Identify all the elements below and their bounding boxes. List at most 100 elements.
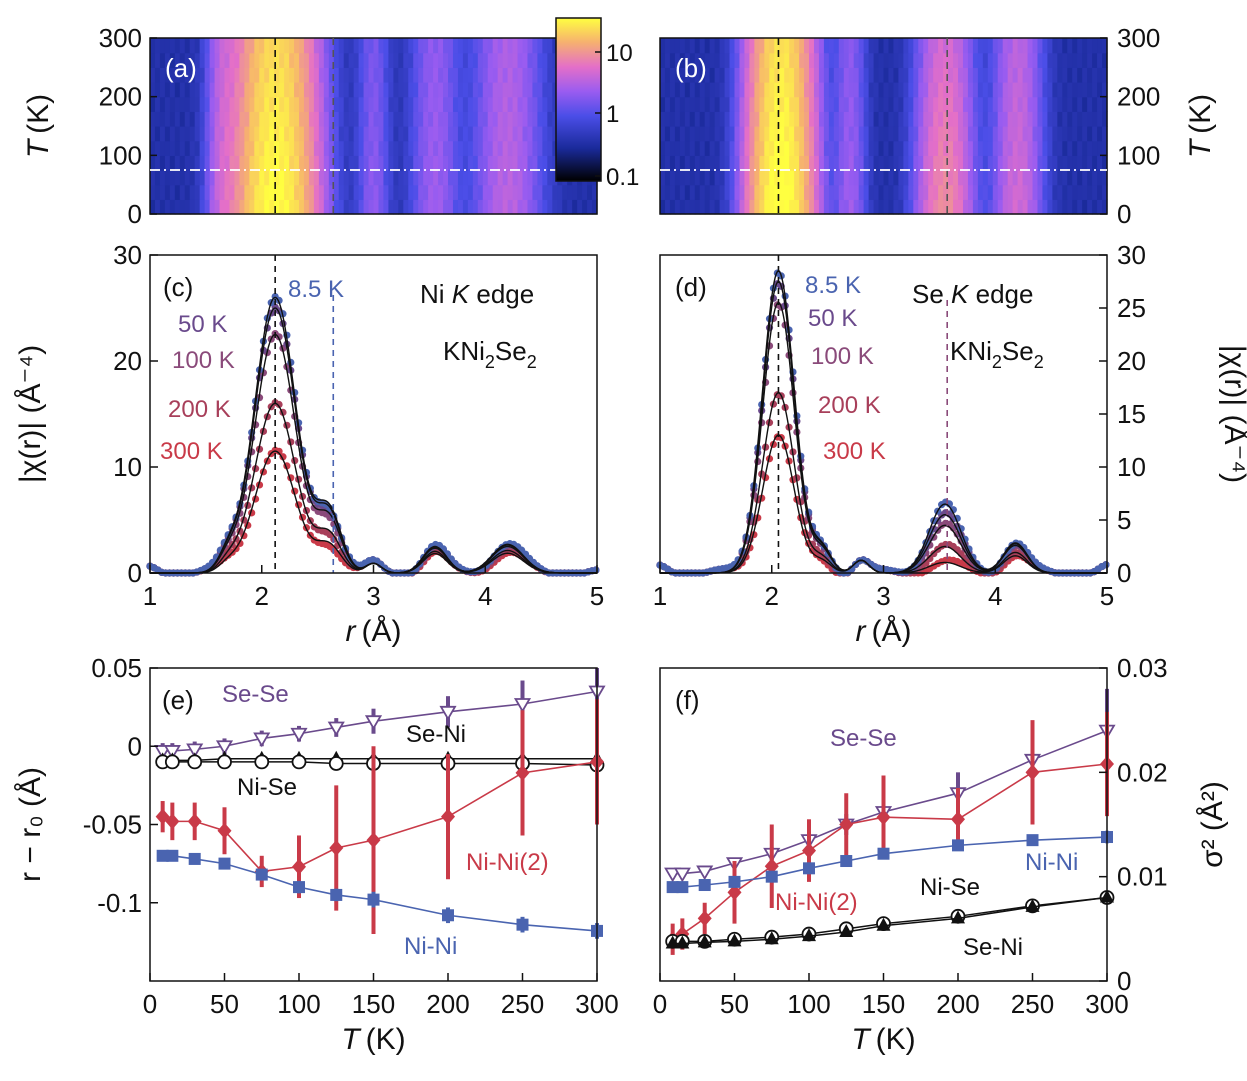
edge-label-d-edge: edge: [976, 279, 1034, 309]
heatmap-b-cell: [918, 82, 924, 98]
heatmap-b-cell: [813, 140, 820, 156]
xlabel-e: T (K): [341, 1023, 405, 1056]
heatmap-a-cell: [289, 140, 295, 156]
temperature-label-c: 100 K: [172, 347, 235, 374]
heatmap-a-cell: [462, 170, 469, 186]
heatmap-a-cell: [279, 184, 285, 200]
heatmap-b-cell: [1072, 38, 1078, 54]
heatmap-a-cell: [318, 82, 325, 98]
heatmap-b-cell: [883, 96, 890, 112]
heatmap-b-cell: [674, 126, 681, 142]
heatmap-b-cell: [997, 184, 1004, 200]
heatmap-b-cell: [674, 111, 681, 127]
heatmap-b-cell: [1082, 82, 1088, 98]
heatmap-b-cell: [972, 155, 979, 171]
heatmap-a-cell: [502, 52, 509, 68]
heatmap-a-cell: [353, 52, 360, 68]
heatmap-b-cell: [1062, 170, 1068, 186]
heatmap-a-cell: [443, 155, 449, 171]
heatmap-b-cell: [784, 155, 790, 171]
heatmap-b-cell: [878, 184, 885, 200]
heatmap-b-cell: [967, 170, 974, 186]
heatmap-b-cell: [784, 38, 790, 54]
heatmap-a-cell: [150, 155, 156, 171]
heatmap-b-cell: [977, 170, 984, 186]
heatmap-a-cell: [423, 52, 429, 68]
heatmap-b-cell: [749, 52, 755, 68]
heatmap-a-cell: [403, 111, 409, 127]
heatmap-a-cell: [348, 67, 355, 83]
heatmap-b-cell: [913, 111, 919, 127]
heatmap-a-cell: [418, 140, 424, 156]
heatmap-a-cell: [189, 111, 196, 127]
heatmap-a-cell: [477, 67, 484, 83]
heatmap-b-cell: [774, 184, 780, 200]
heatmap-b-cell: [779, 96, 785, 112]
heatmap-b-cell: [1077, 111, 1083, 127]
heatmap-b-cell: [1037, 96, 1044, 112]
heatmap-a-cell: [522, 199, 529, 215]
heatmap-b-cell: [699, 96, 706, 112]
heatmap-a-cell: [308, 96, 315, 112]
heatmap-a-cell: [244, 184, 250, 200]
heatmap-a-cell: [199, 67, 206, 83]
heatmap-a-cell: [512, 38, 519, 54]
heatmap-a-cell: [562, 199, 568, 215]
heatmap-a-cell: [542, 199, 548, 215]
heatmap-a-cell: [492, 155, 499, 171]
heatmap-b-cell: [833, 96, 840, 112]
heatmap-b-cell: [933, 170, 939, 186]
heatmap-a-cell: [174, 38, 181, 54]
heatmap-a-cell: [423, 82, 429, 98]
heatmap-a-cell: [428, 67, 434, 83]
heatmap-a-cell: [433, 38, 439, 54]
heatmap-a-cell: [467, 126, 474, 142]
heatmap-b-cell: [948, 52, 954, 68]
heatmap-b-cell: [1092, 199, 1098, 215]
fit-line-d-85K: [660, 270, 1107, 574]
heatmap-b-cell: [962, 140, 969, 156]
heatmap-b-cell: [1037, 67, 1044, 83]
heatmap-a-cell: [428, 170, 434, 186]
heatmap-a-cell: [184, 96, 191, 112]
heatmap-a-cell: [199, 170, 206, 186]
heatmap-b-cell: [923, 82, 929, 98]
heatmap-a-cell: [592, 199, 598, 215]
heatmap-a-cell: [328, 96, 335, 112]
heatmap-b-cell: [1027, 111, 1034, 127]
heatmap-b-cell: [1082, 67, 1088, 83]
heatmap-a-cell: [428, 140, 434, 156]
heatmap-b-cell: [1057, 82, 1063, 98]
heatmap-b-cell: [863, 82, 870, 98]
heatmap-a-cell: [209, 155, 216, 171]
heatmap-a-cell: [333, 170, 340, 186]
heatmap-a-cell: [502, 170, 509, 186]
heatmap-b-cell: [719, 155, 726, 171]
heatmap-a-cell: [234, 96, 240, 112]
heatmap-b-cell: [933, 126, 939, 142]
heatmap-b-cell: [769, 126, 775, 142]
heatmap-b-cell: [958, 170, 964, 186]
xlabel-f-unit: (K): [876, 1023, 916, 1056]
heatmap-b-cell: [660, 82, 666, 98]
heatmap-b-cell: [1022, 184, 1029, 200]
heatmap-a-cell: [308, 140, 315, 156]
heatmap-b-cell: [1042, 67, 1048, 83]
heatmap-a-cell: [274, 184, 280, 200]
heatmap-b-cell: [843, 126, 850, 142]
heatmap-b-cell: [813, 111, 820, 127]
heatmap-b-cell: [883, 67, 890, 83]
heatmap-a-cell: [482, 96, 489, 112]
heatmap-a-cell: [154, 184, 161, 200]
heatmap-b-cell: [704, 155, 711, 171]
heatmap-a-cell: [308, 155, 315, 171]
heatmap-a-cell: [413, 96, 419, 112]
heatmap-a-cell: [249, 126, 255, 142]
heatmap-a-cell: [328, 111, 335, 127]
heatmap-b-cell: [833, 82, 840, 98]
heatmap-a-cell: [413, 170, 419, 186]
heatmap-a-cell: [353, 96, 360, 112]
heatmap-a-cell: [502, 126, 509, 142]
heatmap-b-cell: [729, 170, 736, 186]
